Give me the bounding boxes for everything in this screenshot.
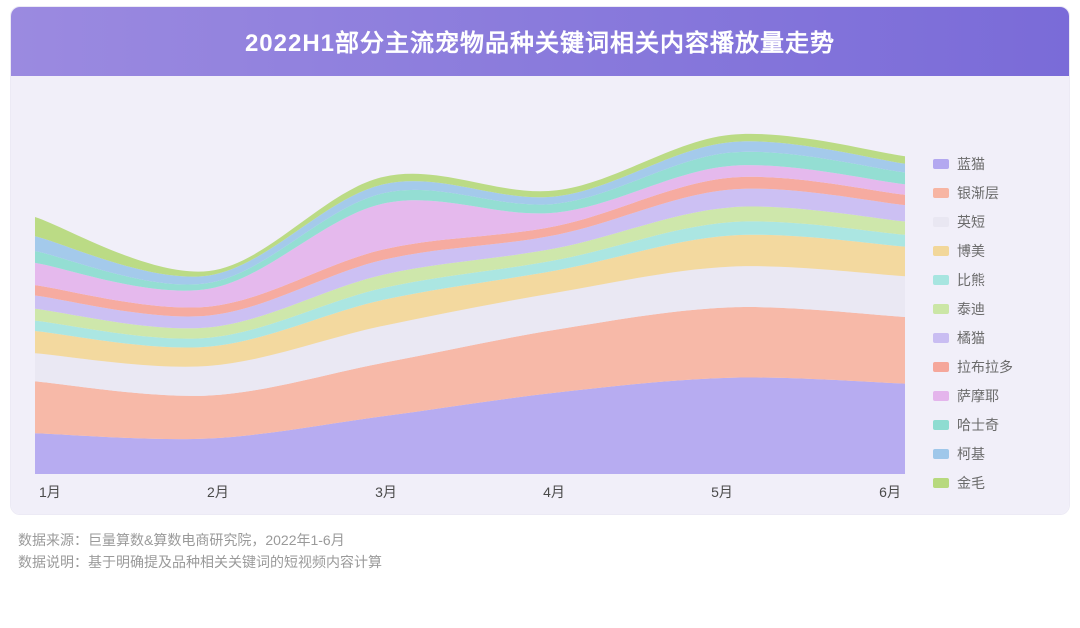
legend-item: 橘猫 [933, 328, 1045, 348]
legend-swatch [933, 449, 949, 459]
legend-label: 博美 [957, 241, 985, 261]
legend-swatch [933, 362, 949, 372]
legend-label: 泰迪 [957, 299, 985, 319]
legend-swatch [933, 478, 949, 488]
legend-label: 金毛 [957, 473, 985, 493]
legend-item: 萨摩耶 [933, 386, 1045, 406]
x-tick-label: 1月 [39, 482, 61, 502]
footer-source-label: 数据来源： [18, 532, 88, 548]
legend-label: 萨摩耶 [957, 386, 999, 406]
legend-swatch [933, 275, 949, 285]
legend-label: 蓝猫 [957, 154, 985, 174]
legend-swatch [933, 304, 949, 314]
chart-footer: 数据来源：巨量算数&算数电商研究院，2022年1-6月 数据说明：基于明确提及品… [0, 515, 1080, 574]
stacked-area-chart [35, 94, 905, 474]
legend-label: 银渐层 [957, 183, 999, 203]
legend-item: 博美 [933, 241, 1045, 261]
x-tick-label: 2月 [207, 482, 229, 502]
footer-note-label: 数据说明： [18, 554, 88, 570]
legend-swatch [933, 159, 949, 169]
legend-swatch [933, 391, 949, 401]
legend-item: 柯基 [933, 444, 1045, 464]
legend-item: 金毛 [933, 473, 1045, 493]
legend-item: 泰迪 [933, 299, 1045, 319]
legend-item: 拉布拉多 [933, 357, 1045, 377]
footer-note: 数据说明：基于明确提及品种相关关键词的短视频内容计算 [18, 551, 1080, 573]
footer-source-value: 巨量算数&算数电商研究院，2022年1-6月 [88, 532, 345, 548]
x-tick-label: 6月 [879, 482, 901, 502]
legend-swatch [933, 333, 949, 343]
legend-label: 英短 [957, 212, 985, 232]
legend-swatch [933, 246, 949, 256]
legend-item: 比熊 [933, 270, 1045, 290]
x-tick-label: 3月 [375, 482, 397, 502]
legend-swatch [933, 420, 949, 430]
legend-item: 哈士奇 [933, 415, 1045, 435]
legend-label: 柯基 [957, 444, 985, 464]
legend-swatch [933, 188, 949, 198]
x-tick-label: 4月 [543, 482, 565, 502]
chart-title: 2022H1部分主流宠物品种关键词相关内容播放量走势 [11, 7, 1069, 76]
legend: 蓝猫银渐层英短博美比熊泰迪橘猫拉布拉多萨摩耶哈士奇柯基金毛 [905, 94, 1045, 502]
chart-column: 1月 2月 3月 4月 5月 6月 [35, 94, 905, 502]
legend-item: 蓝猫 [933, 154, 1045, 174]
legend-label: 哈士奇 [957, 415, 999, 435]
legend-label: 拉布拉多 [957, 357, 1013, 377]
legend-label: 比熊 [957, 270, 985, 290]
x-tick-label: 5月 [711, 482, 733, 502]
x-axis: 1月 2月 3月 4月 5月 6月 [35, 474, 905, 502]
footer-source: 数据来源：巨量算数&算数电商研究院，2022年1-6月 [18, 529, 1080, 551]
legend-item: 英短 [933, 212, 1045, 232]
legend-label: 橘猫 [957, 328, 985, 348]
chart-card: 2022H1部分主流宠物品种关键词相关内容播放量走势 1月 2月 3月 4月 5月 6月 … [10, 6, 1070, 515]
legend-item: 银渐层 [933, 183, 1045, 203]
plot-area: 1月 2月 3月 4月 5月 6月 蓝猫银渐层英短博美比熊泰迪橘猫拉布拉多萨摩耶哈士奇柯基… [11, 76, 1069, 514]
footer-note-value: 基于明确提及品种相关关键词的短视频内容计算 [88, 554, 382, 570]
legend-swatch [933, 217, 949, 227]
